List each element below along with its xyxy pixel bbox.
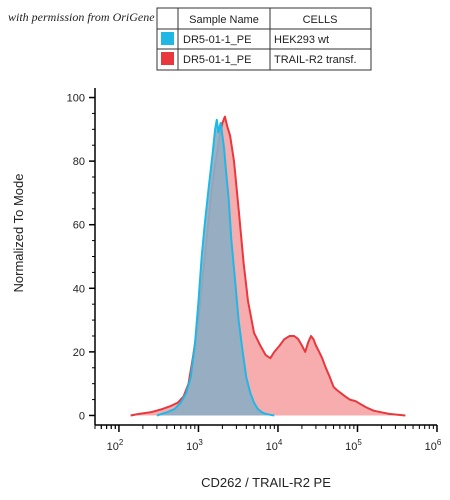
series-line-1 [156,118,275,417]
legend-sample-name: DR5-01-1_PE [183,34,251,46]
y-tick-label: 40 [73,283,85,295]
y-tick-label: 20 [73,347,85,359]
y-tick-label: 0 [79,410,85,422]
legend-cells-label: HEK293 wt [274,34,329,46]
y-axis-title: Normalized To Mode [11,174,26,293]
plot-area: 0 20 40 60 80 100 102 103 104 105 106 [67,88,442,453]
axes-layer: 0 20 40 60 80 100 102 103 104 105 106 [67,88,442,453]
y-tick-label: 100 [67,93,85,105]
legend-cells-label: TRAIL-R2 transf. [274,54,357,66]
x-tick-label: 102 [107,438,124,453]
legend-header-cells: CELLS [303,14,338,26]
series-area-1 [156,119,275,416]
legend-swatch-trail-r2 [161,52,174,65]
x-tick-label: 103 [186,438,203,453]
x-tick-label: 106 [425,438,442,453]
y-tick-label: 80 [73,156,85,168]
x-axis-title: CD262 / TRAIL-R2 PE [201,475,331,490]
y-tick-label: 60 [73,220,85,232]
legend-table: Sample Name CELLS DR5-01-1_PE HEK293 wt … [156,7,372,71]
x-tick-label: 105 [345,438,362,453]
x-tick-label: 104 [266,438,283,453]
credit-text: with permission from OriGene [8,10,155,24]
series-layer [130,115,406,417]
legend-frame [156,7,372,71]
legend-header-sample: Sample Name [189,14,259,26]
series-area-0 [130,116,406,416]
legend-swatch-hek293 [161,32,174,45]
legend-sample-name: DR5-01-1_PE [183,54,251,66]
